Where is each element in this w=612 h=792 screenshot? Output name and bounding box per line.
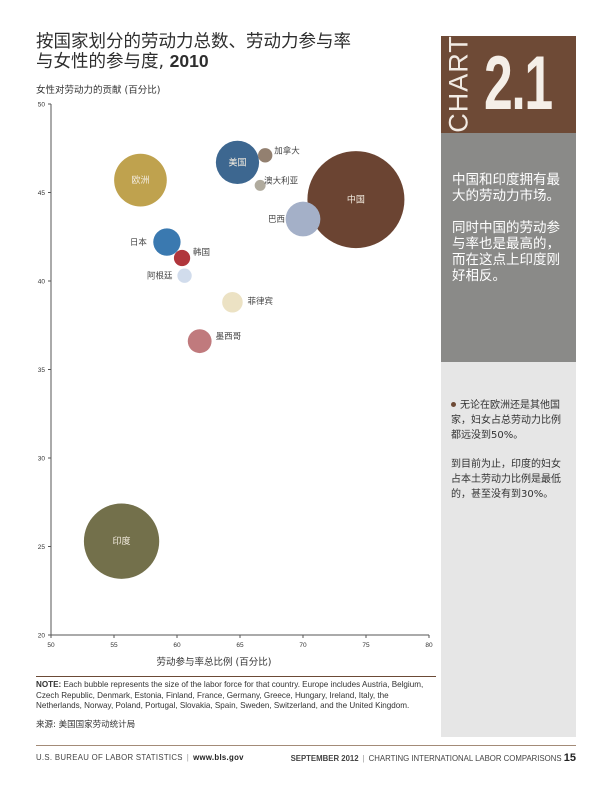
footer-right: SEPTEMBER 2012 | CHARTING INTERNATIONAL LA… bbox=[291, 752, 576, 764]
x-axis-label: 劳动参与率总比例 (百分比) bbox=[157, 656, 272, 668]
note-label: NOTE: bbox=[36, 680, 62, 689]
bubble-label: 菲律宾 bbox=[247, 296, 273, 307]
bubble-label: 澳大利亚 bbox=[264, 175, 299, 186]
bubble-label: 阿根廷 bbox=[147, 271, 173, 282]
sidebar-notes-panel bbox=[441, 362, 576, 737]
y-tick-label: 35 bbox=[38, 367, 46, 374]
footer-agency: U.S. BUREAU OF LABOR STATISTICS bbox=[36, 753, 183, 762]
bubble-label: 韩国 bbox=[193, 247, 210, 258]
bubble-label: 墨西哥 bbox=[216, 332, 242, 342]
title-line-2-text: 与女性的参与度, bbox=[36, 52, 170, 72]
y-tick-label: 30 bbox=[38, 456, 46, 463]
bubble-label: 日本 bbox=[130, 237, 148, 248]
footer-website-link[interactable]: www.bls.gov bbox=[193, 753, 244, 762]
bubble-日本 bbox=[153, 228, 181, 256]
title-line-1: 按国家划分的劳动力总数、劳动力参与率 bbox=[36, 32, 351, 52]
footer-separator: | bbox=[186, 753, 190, 762]
x-tick-label: 60 bbox=[173, 642, 181, 649]
chart-badge bbox=[441, 36, 576, 133]
footer-date: SEPTEMBER 2012 bbox=[290, 754, 359, 763]
chart-badge-word: CHART bbox=[441, 35, 477, 133]
sidebar-highlight-2: 同时中国的劳动参与率也是最高的，而在这点上印度刚好相反。 bbox=[452, 220, 560, 284]
footer-divider bbox=[36, 745, 576, 746]
axes-layer: 20 25 30 35 40 45 50 50 55 60 65 70 75 80 bbox=[38, 102, 433, 650]
bubble-label: 美国 bbox=[228, 156, 246, 168]
sidebar-bullets: 无论在欧洲还是其他国家，妇女占总劳动力比例都远没到50%。 到目前为止，印度的妇… bbox=[451, 398, 565, 502]
sidebar-bullet-1-text: 无论在欧洲还是其他国家，妇女占总劳动力比例都远没到50%。 bbox=[451, 400, 561, 441]
y-tick-label: 45 bbox=[38, 190, 46, 197]
bubble-label: 欧洲 bbox=[131, 174, 149, 186]
bubble-美国 bbox=[215, 140, 260, 185]
bubble-label: 印度 bbox=[113, 535, 131, 547]
y-axis-label: 女性对劳动力的贡献 (百分比) bbox=[36, 85, 161, 96]
bubble-菲律宾 bbox=[222, 291, 243, 313]
title-year: 2010 bbox=[169, 51, 209, 71]
sidebar-highlight-text: 中国和印度拥有最大的劳动力市场。 同时中国的劳动参与率也是最高的，而在这点上印度… bbox=[452, 172, 564, 284]
chart-title: 按国家划分的劳动力总数、劳动力参与率 与女性的参与度, 2010 bbox=[36, 33, 426, 72]
bullet-dot-icon bbox=[451, 402, 456, 407]
y-tick-label: 50 bbox=[38, 102, 46, 109]
sidebar-bullet-1: 无论在欧洲还是其他国家，妇女占总劳动力比例都远没到50%。 bbox=[451, 398, 565, 443]
sidebar-highlight-panel bbox=[441, 133, 576, 362]
bubble-label: 加拿大 bbox=[274, 145, 300, 156]
bubble-加拿大 bbox=[258, 148, 273, 163]
bubble-label: 中国 bbox=[347, 194, 365, 206]
x-tick-label: 65 bbox=[236, 642, 244, 649]
footer-left: U.S. BUREAU OF LABOR STATISTICS | www.bls.… bbox=[36, 753, 244, 762]
bubble-中国 bbox=[307, 151, 405, 249]
bubble-label: 巴西 bbox=[268, 215, 285, 225]
x-tick-label: 70 bbox=[299, 642, 307, 649]
y-tick-label: 25 bbox=[38, 544, 46, 551]
note-divider bbox=[36, 676, 436, 677]
y-tick-label: 20 bbox=[38, 633, 46, 640]
bubble-印度 bbox=[83, 503, 160, 579]
bubble-澳大利亚 bbox=[254, 179, 266, 191]
bubble-韩国 bbox=[173, 249, 191, 267]
chart-source: 来源: 美国国家劳动统计局 bbox=[36, 720, 136, 730]
bubble-墨西哥 bbox=[187, 329, 212, 354]
page-number: 15 bbox=[563, 752, 576, 764]
footer-series: CHARTING INTERNATIONAL LABOR COMPARISONS bbox=[368, 754, 562, 763]
x-tick-label: 55 bbox=[110, 642, 118, 649]
sidebar-bullet-2: 到目前为止，印度的妇女占本土劳动力比例是最低的，甚至没有到30%。 bbox=[451, 459, 561, 500]
bubble-欧洲 bbox=[114, 153, 167, 207]
title-line-2: 与女性的参与度, 2010 bbox=[36, 52, 426, 72]
note-text: Each bubble represents the size of the l… bbox=[36, 680, 424, 711]
bubble-阿根廷 bbox=[177, 268, 192, 283]
chart-badge-word-text: CHART bbox=[443, 35, 474, 133]
x-tick-label: 50 bbox=[47, 642, 55, 649]
chart-note: NOTE: Each bubble represents the size of… bbox=[36, 680, 436, 712]
sidebar-highlight-1: 中国和印度拥有最大的劳动力市场。 bbox=[452, 172, 560, 204]
x-tick-label: 80 bbox=[425, 642, 433, 649]
footer-separator-2: | bbox=[362, 754, 365, 763]
bubble-巴西 bbox=[285, 201, 321, 237]
y-tick-label: 40 bbox=[38, 279, 46, 286]
x-tick-label: 75 bbox=[362, 642, 370, 649]
chart-badge-number: 2.1 bbox=[484, 41, 553, 126]
